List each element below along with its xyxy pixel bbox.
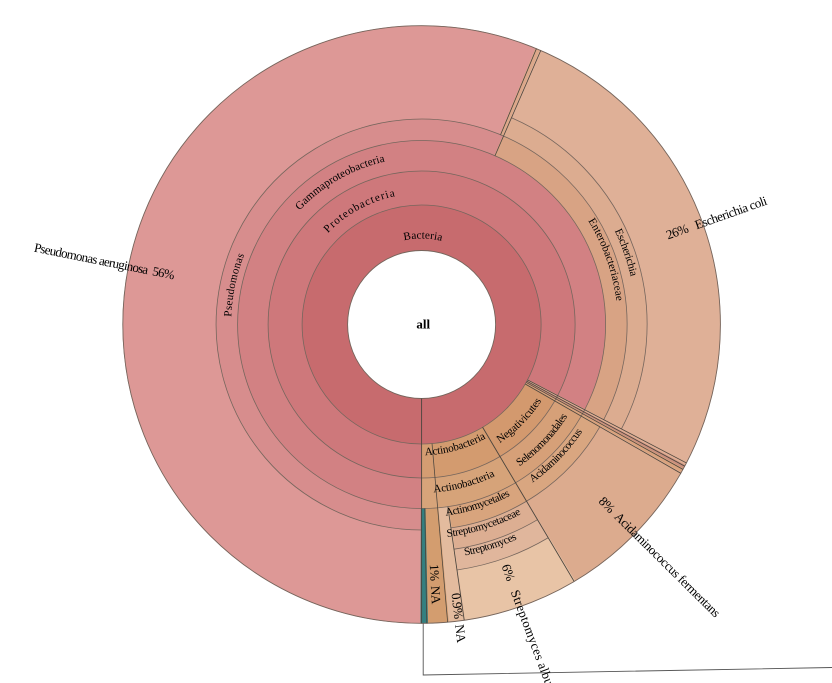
svg-text:6%: 6%	[499, 562, 519, 583]
svg-text:all: all	[416, 317, 430, 332]
svg-text:1% NA: 1% NA	[427, 564, 444, 605]
svg-text:0.9% NA: 0.9% NA	[449, 592, 470, 644]
